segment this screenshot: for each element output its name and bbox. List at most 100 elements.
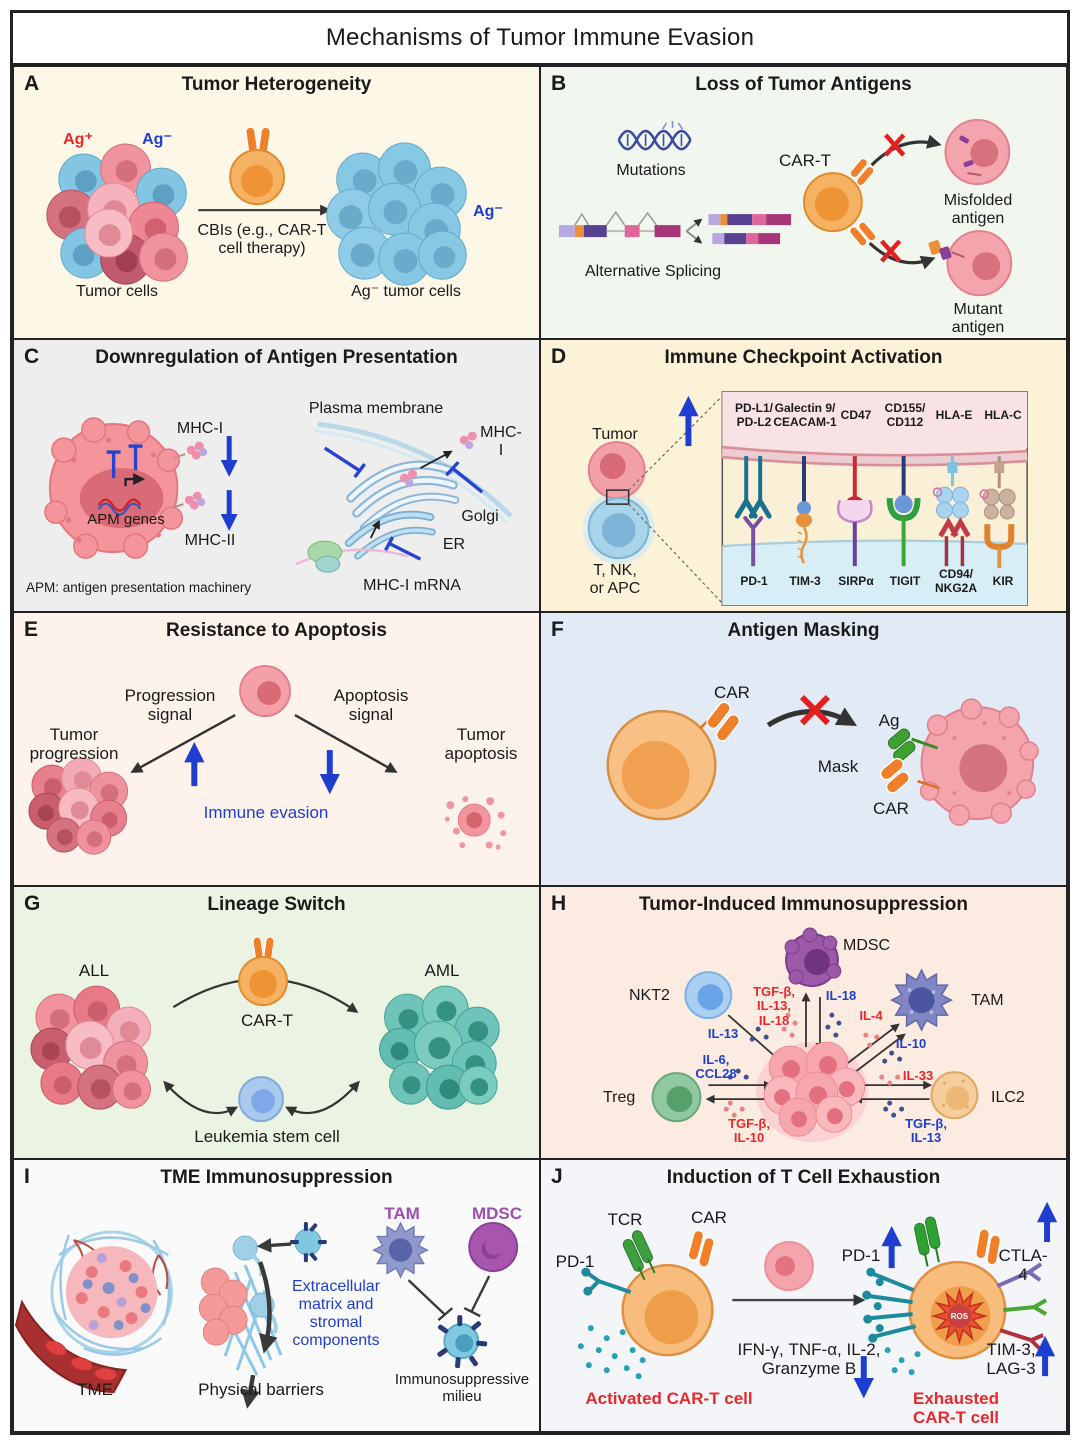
il10-label: IL-10 — [895, 1035, 927, 1051]
mixed-tumor-cell-cluster — [46, 143, 188, 285]
figure-frame: Mechanisms of Tumor Immune Evasion A Tum… — [10, 10, 1070, 1435]
tcr-receptor — [914, 1216, 941, 1267]
panel-letter: A — [24, 72, 40, 95]
ag-negative-tumor-cell-cluster — [326, 142, 467, 286]
tumor-cells-label: Tumor cells — [75, 283, 159, 300]
car-top-label: CAR — [714, 683, 750, 703]
ag-negative-right-label: Ag⁻ — [473, 203, 503, 220]
tumor-label: Tumor — [592, 426, 638, 444]
il4-label: IL-4 — [859, 1007, 883, 1023]
arrow-to-misfolded — [870, 134, 942, 167]
leukemia-stem-cell — [238, 1075, 284, 1122]
panel-i-tme-immunosuppression: I TME Immunosuppression — [13, 1158, 540, 1432]
panel-c-illustration — [44, 417, 513, 573]
pd1-receptors-upregulated — [869, 1272, 917, 1338]
ligand-label-pdl1: PD-L1/ PD-L2 — [734, 401, 774, 429]
receptor-label-tigit: TIGIT — [889, 574, 921, 589]
blocked-x-icon — [884, 133, 906, 157]
immune-evasion-label: Immune evasion — [203, 803, 329, 823]
panel-letter: G — [24, 891, 41, 915]
il13-label: IL-13 — [707, 1025, 739, 1041]
panel-a-illustration — [46, 126, 467, 286]
tumor-progression-cluster — [28, 757, 129, 856]
cytokines-label: IFN-γ, TNF-α, IL-2, Granzyme B — [737, 1339, 881, 1378]
effector-label: T, NK, or APC — [589, 562, 641, 598]
panel-f-antigen-masking: F Antigen Masking — [540, 612, 1067, 886]
receptor-label-tim3: TIM-3 — [789, 574, 821, 589]
receptor-label-kir: KIR — [992, 574, 1014, 589]
car-bottom-label: CAR — [873, 799, 909, 819]
tigit-axis — [886, 456, 921, 567]
aml-label: AML — [424, 960, 460, 980]
ctla4-label: CTLA-4 — [998, 1245, 1048, 1284]
treg-label: Treg — [603, 1088, 636, 1106]
blocked-x-icon — [880, 239, 902, 263]
kir-axis — [979, 456, 1016, 569]
tme-label: TME — [77, 1379, 113, 1399]
panel-e-illustration — [28, 665, 507, 856]
panel-letter: C — [24, 345, 40, 369]
tumor-progression-label: Tumor progression — [29, 725, 119, 764]
panel-h-tumor-induced-immunosuppression: H Tumor-Induced Immunosuppression — [540, 885, 1067, 1159]
car-receptor — [975, 1228, 1002, 1266]
progression-signal-label: Progression signal — [124, 686, 216, 725]
ecm-label: Extracellular matrix and stromal compone… — [291, 1277, 381, 1349]
panel-letter: H — [551, 891, 567, 915]
mask-label: Mask — [817, 757, 859, 777]
aml-cell-cluster — [379, 985, 500, 1110]
panel-letter: E — [24, 618, 39, 642]
tgfb-il10-label: TGF-β, IL-10 — [728, 1115, 770, 1146]
activated-label: Activated CAR-T cell — [585, 1388, 753, 1408]
activated-car-t-cell — [577, 1229, 715, 1379]
panel-title: Downregulation of Antigen Presentation — [95, 347, 458, 369]
panel-title: Loss of Tumor Antigens — [695, 74, 912, 95]
pd1-axis — [734, 456, 772, 567]
tam-label: TAM — [971, 991, 1004, 1009]
receptor-label-cd94: CD94/ NKG2A — [934, 567, 978, 595]
aml-stemcell-arrow — [285, 1080, 360, 1117]
tam-label: TAM — [384, 1203, 420, 1223]
panel-title: Tumor-Induced Immunosuppression — [639, 893, 968, 915]
panel-f-illustration — [606, 695, 1039, 827]
zoom-guide-line — [628, 395, 723, 491]
tam-cell — [372, 1221, 429, 1279]
tumor-cell-cluster — [763, 1041, 866, 1137]
car-receptor — [687, 1229, 715, 1268]
panel-letter: J — [551, 1164, 563, 1188]
apoptosis-arrow — [294, 714, 398, 774]
inhibition-bars — [407, 1275, 491, 1321]
car-t-cell — [803, 158, 877, 247]
car-label: CAR — [691, 1207, 727, 1227]
milieu-label: Immunosuppressive milieu — [394, 1370, 530, 1405]
tgfb-il13-il18-label: TGF-β, IL-13, IL-18 — [753, 983, 795, 1028]
tcr-label: TCR — [607, 1209, 643, 1229]
alternative-splicing-label: Alternative Splicing — [584, 263, 722, 280]
misfolded-antigen-cell — [944, 119, 1011, 186]
il6-ccl28-label: IL-6, CCL28 — [695, 1051, 737, 1082]
ag-positive-label: Ag⁺ — [63, 131, 93, 148]
car-t-cell — [606, 701, 741, 821]
tim3-axis — [796, 456, 812, 564]
apoptotic-cell — [444, 796, 507, 851]
ros-starburst: ROS — [930, 1287, 989, 1345]
antigen-ag — [887, 728, 916, 763]
cytokine-dots — [723, 1012, 905, 1118]
nkt2-label: NKT2 — [629, 986, 670, 1004]
car-t-label: CAR-T — [241, 1010, 293, 1030]
effector-cell — [587, 497, 650, 560]
panel-title: Resistance to Apoptosis — [165, 620, 387, 642]
figure-title: Mechanisms of Tumor Immune Evasion — [13, 13, 1067, 66]
plasma-membrane-label: Plasma membrane — [308, 400, 444, 418]
mutant-antigen-cell — [928, 230, 1013, 297]
exhausted-label: Exhausted CAR-T cell — [913, 1388, 999, 1427]
panel-d-illustration — [582, 391, 1028, 607]
il33-label: IL-33 — [902, 1067, 934, 1083]
tim3-lag3-label: TIM-3, LAG-3 — [986, 1339, 1036, 1378]
cbi-caption: CBIs (e.g., CAR-T cell therapy) — [197, 222, 327, 257]
masked-tumor-cell — [879, 698, 1039, 827]
inhibitory-receptor-green — [1003, 1298, 1048, 1316]
panel-letter: D — [551, 345, 567, 369]
ag-negative-tumor-cells-label: Ag⁻ tumor cells — [351, 283, 461, 300]
zoom-guide-line — [628, 503, 723, 604]
all-stemcell-arrow — [163, 1080, 239, 1117]
